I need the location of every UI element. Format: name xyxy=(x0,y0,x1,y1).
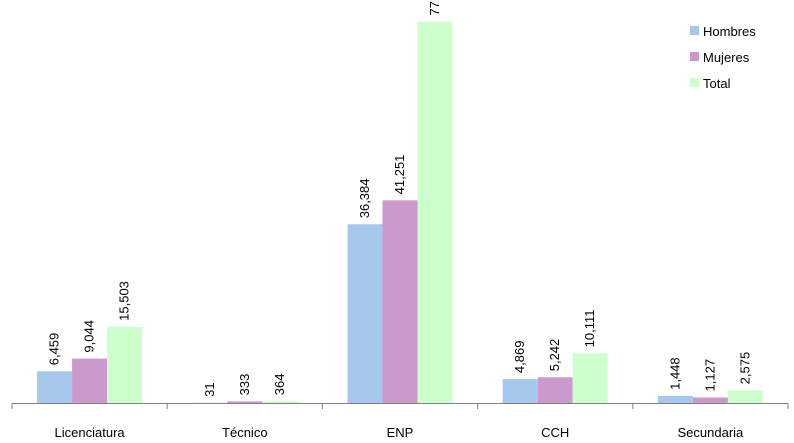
bar-mujeres-cch xyxy=(538,377,573,403)
value-label-hombres-t-cnico: 31 xyxy=(202,382,217,396)
bar-mujeres-t-cnico xyxy=(227,401,262,403)
value-label-hombres-enp: 36,384 xyxy=(357,178,372,218)
value-label-mujeres-enp: 41,251 xyxy=(392,155,407,195)
value-label-hombres-cch: 4,869 xyxy=(512,341,527,374)
legend-swatch-total xyxy=(690,78,699,87)
value-label-total-enp: 77,635 xyxy=(427,0,442,16)
legend: Hombres Mujeres Total xyxy=(690,24,756,91)
x-tick-label: Secundaria xyxy=(678,425,745,438)
x-axis: Licenciatura Técnico ENP CCH Secundaria xyxy=(12,403,788,438)
legend-swatch-hombres xyxy=(690,26,699,35)
value-label-mujeres-secundaria: 1,127 xyxy=(702,359,717,392)
bar-hombres-cch xyxy=(503,379,538,403)
bars-layer xyxy=(37,22,763,403)
bar-total-secundaria xyxy=(728,390,763,403)
value-label-total-t-cnico: 364 xyxy=(272,374,287,396)
value-label-hombres-secundaria: 1,448 xyxy=(667,357,682,390)
value-label-total-licenciatura: 15,503 xyxy=(117,281,132,321)
bar-hombres-licenciatura xyxy=(37,371,72,403)
legend-swatch-mujeres xyxy=(690,52,699,61)
bar-hombres-enp xyxy=(348,224,383,403)
bar-mujeres-secundaria xyxy=(693,397,728,403)
bar-mujeres-licenciatura xyxy=(72,359,107,403)
legend-label-total: Total xyxy=(703,76,731,91)
bar-total-enp xyxy=(418,22,453,403)
value-label-total-cch: 10,111 xyxy=(582,309,597,347)
value-label-hombres-licenciatura: 6,459 xyxy=(47,333,62,366)
bar-total-cch xyxy=(573,353,608,403)
legend-label-hombres: Hombres xyxy=(703,24,756,39)
value-label-mujeres-cch: 5,242 xyxy=(547,339,562,372)
x-tick-label: ENP xyxy=(387,425,414,438)
value-label-total-secundaria: 2,575 xyxy=(737,352,752,385)
x-tick-label: Técnico xyxy=(222,425,268,438)
bar-total-t-cnico xyxy=(262,401,297,403)
bar-hombres-secundaria xyxy=(658,396,693,403)
x-tick-label: Licenciatura xyxy=(55,425,126,438)
value-label-mujeres-t-cnico: 333 xyxy=(237,374,252,396)
bar-total-licenciatura xyxy=(107,327,142,403)
x-tick-label: CCH xyxy=(541,425,569,438)
value-label-mujeres-licenciatura: 9,044 xyxy=(82,320,97,353)
bar-mujeres-enp xyxy=(383,200,418,403)
legend-label-mujeres: Mujeres xyxy=(703,50,750,65)
